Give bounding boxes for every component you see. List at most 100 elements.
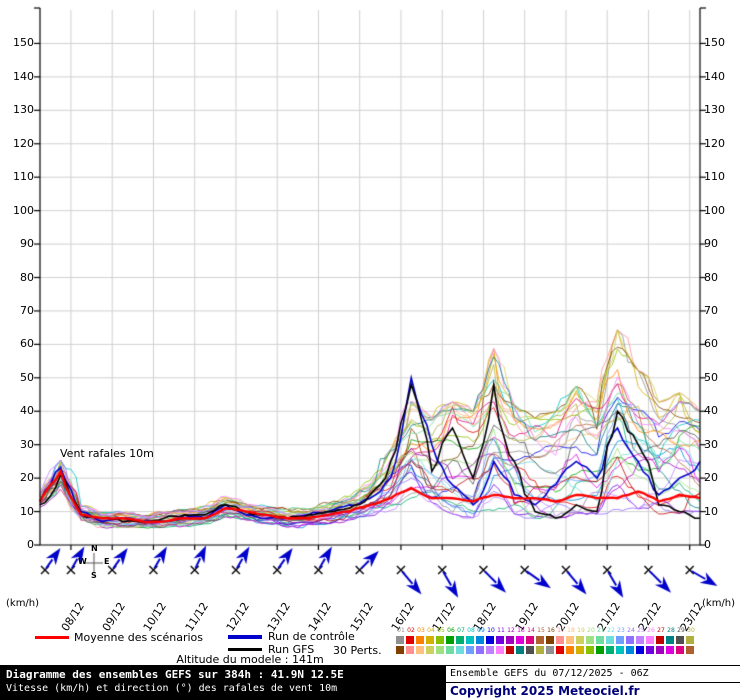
y-tick-label: 10 (20, 504, 34, 518)
pert-color-swatch (566, 636, 574, 644)
pert-number: 14 (527, 627, 535, 634)
pert-color-swatch (486, 646, 494, 654)
y-tick-label: 110 (704, 170, 725, 184)
pert-number: 26 (647, 627, 655, 634)
y-tick-label: 60 (704, 337, 718, 351)
pert-number: 05 (437, 627, 445, 634)
pert-number: 06 (447, 627, 455, 634)
pert-color-swatch (526, 646, 534, 654)
pert-color-swatch (436, 636, 444, 644)
chart-variable-label: Vent rafales 10m (60, 447, 154, 460)
pert-color-swatch (446, 646, 454, 654)
y-tick-label: 70 (704, 303, 718, 317)
pert-number: 07 (457, 627, 465, 634)
pert-number: 30 (687, 627, 695, 634)
pert-color-swatch (606, 636, 614, 644)
pert-color-swatch (606, 646, 614, 654)
gfs-line-label: Run GFS (268, 643, 315, 656)
pert-color-swatch (546, 646, 554, 654)
pert-color-swatch (676, 646, 684, 654)
pert-number: 16 (547, 627, 555, 634)
y-axis-unit-right: (km/h) (702, 598, 736, 609)
copyright-link[interactable]: Copyright 2025 Meteociel.fr (450, 684, 640, 698)
pert-number: 18 (567, 627, 575, 634)
pert-color-swatch (516, 636, 524, 644)
pert-number: 29 (677, 627, 685, 634)
compass-south-label: S (91, 571, 97, 580)
pert-color-swatch (686, 646, 694, 654)
pert-color-swatch (466, 646, 474, 654)
pert-color-swatch (666, 646, 674, 654)
pert-color-swatch (406, 646, 414, 654)
pert-color-swatch (446, 636, 454, 644)
pert-color-swatch (546, 636, 554, 644)
diagram-title: Diagramme des ensembles GEFS sur 384h : … (6, 668, 344, 681)
y-tick-label: 120 (704, 136, 725, 150)
pert-color-swatch (496, 646, 504, 654)
y-tick-label: 20 (704, 471, 718, 485)
pert-number: 11 (497, 627, 505, 634)
pert-color-swatch (596, 636, 604, 644)
bottom-info-bar: Diagramme des ensembles GEFS sur 384h : … (0, 665, 740, 700)
pert-color-swatch (586, 636, 594, 644)
pert-number: 24 (627, 627, 635, 634)
gfs-line-sample (228, 648, 262, 651)
pert-number: 20 (587, 627, 595, 634)
pert-color-swatch (646, 636, 654, 644)
y-tick-label: 30 (20, 437, 34, 451)
y-tick-label: 80 (704, 270, 718, 284)
pert-number: 01 (397, 627, 405, 634)
pert-number: 25 (637, 627, 645, 634)
compass-east-label: E (104, 557, 110, 566)
y-tick-label: 0 (27, 538, 34, 551)
model-altitude-note: Altitude du modele : 141m (176, 653, 324, 666)
pert-number: 21 (597, 627, 605, 634)
pert-number: 28 (667, 627, 675, 634)
perturbations-label: 30 Perts. (333, 644, 382, 657)
y-tick-label: 90 (704, 237, 718, 251)
diagram-subtitle: Vitesse (km/h) et direction (°) des rafa… (6, 683, 338, 694)
mean-line-sample (35, 636, 69, 639)
y-tick-label: 40 (704, 404, 718, 418)
pert-number: 19 (577, 627, 585, 634)
pert-color-swatch (506, 646, 514, 654)
pert-number: 23 (617, 627, 625, 634)
pert-number: 27 (657, 627, 665, 634)
pert-color-swatch (436, 646, 444, 654)
pert-color-swatch (676, 636, 684, 644)
mean-line-label: Moyenne des scénarios (74, 631, 203, 644)
pert-color-swatch (476, 646, 484, 654)
pert-color-swatch (536, 646, 544, 654)
y-tick-label: 100 (13, 203, 34, 217)
pert-number: 17 (557, 627, 565, 634)
pert-color-swatch (616, 646, 624, 654)
pert-color-swatch (656, 646, 664, 654)
pert-color-swatch (576, 646, 584, 654)
pert-color-swatch (506, 636, 514, 644)
y-tick-label: 120 (13, 136, 34, 150)
pert-color-swatch (536, 636, 544, 644)
y-tick-label: 140 (704, 69, 725, 83)
pert-color-swatch (686, 636, 694, 644)
pert-number: 09 (477, 627, 485, 634)
pert-color-swatch (466, 636, 474, 644)
pert-number: 22 (607, 627, 615, 634)
pert-color-swatch (396, 636, 404, 644)
pert-color-swatch (406, 636, 414, 644)
pert-color-swatch (526, 636, 534, 644)
pert-number: 04 (427, 627, 435, 634)
title-bar: Diagramme des ensembles GEFS sur 384h : … (0, 665, 446, 700)
y-tick-label: 50 (20, 370, 34, 384)
wind-gust-ensemble-chart (0, 0, 740, 600)
pert-color-swatch (416, 636, 424, 644)
compass-rose: N W E S (78, 544, 112, 582)
pert-color-swatch (596, 646, 604, 654)
pert-number: 10 (487, 627, 495, 634)
y-tick-label: 130 (704, 103, 725, 117)
pert-number: 08 (467, 627, 475, 634)
y-tick-label: 70 (20, 303, 34, 317)
control-line-label: Run de contrôle (268, 630, 355, 643)
pert-number: 13 (517, 627, 525, 634)
pert-color-swatch (396, 646, 404, 654)
y-axis-unit-left: (km/h) (6, 598, 40, 609)
